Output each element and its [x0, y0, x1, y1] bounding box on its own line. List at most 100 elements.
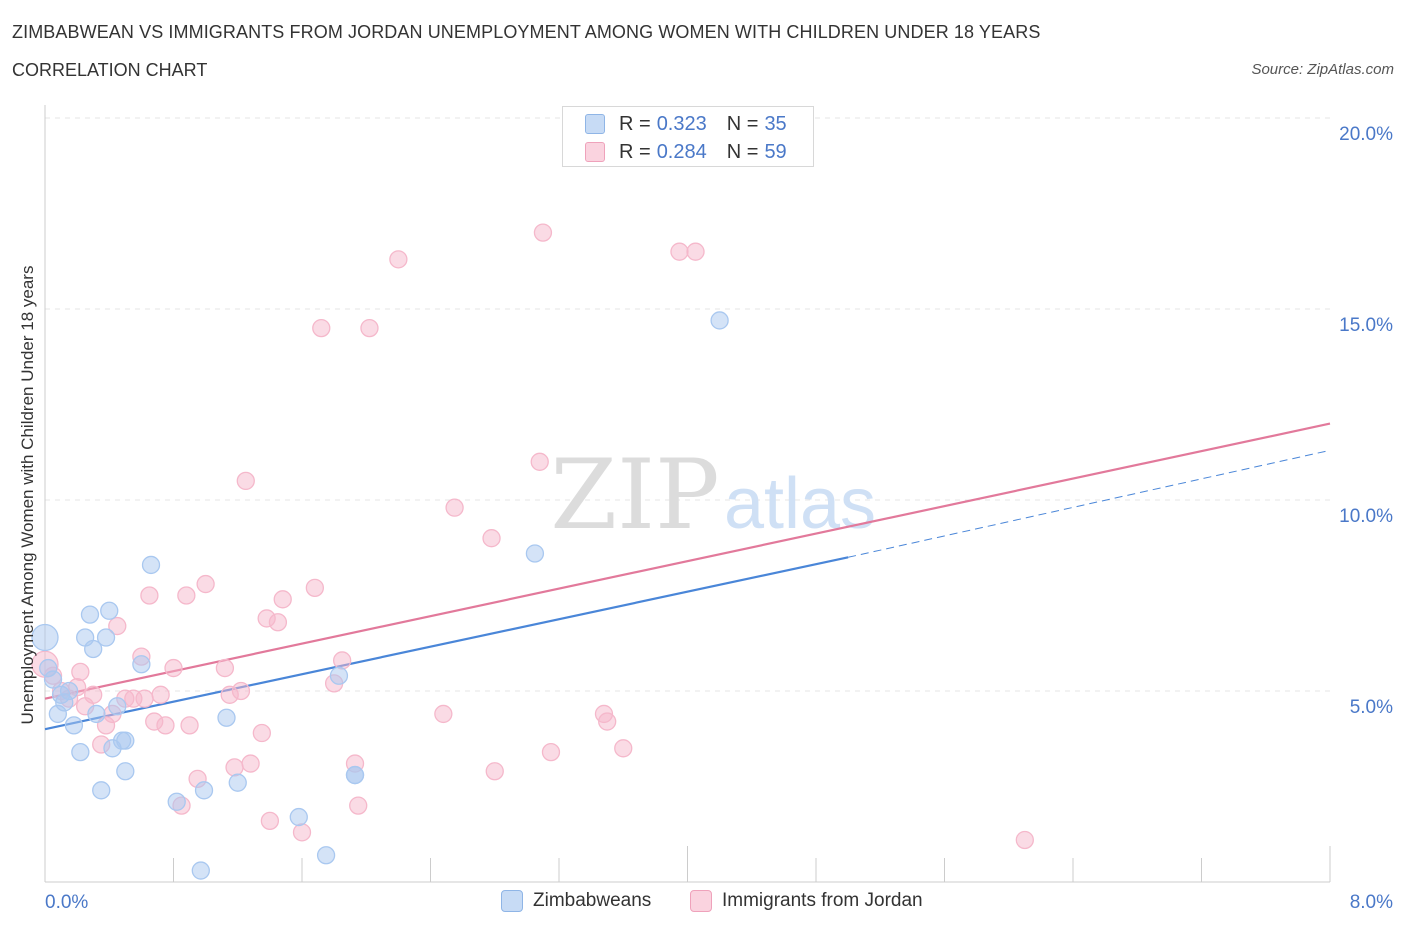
y-tick-label: 5.0%	[1350, 697, 1393, 718]
x-tick-label-min: 0.0%	[45, 892, 88, 913]
data-point	[482, 529, 501, 548]
data-point	[236, 471, 255, 491]
data-point	[84, 639, 103, 659]
data-point	[140, 586, 159, 605]
legend-r-value: 0.323	[656, 112, 707, 135]
axes	[44, 105, 1331, 883]
watermark: ZIP atlas	[550, 439, 876, 551]
y-tick-label: 15.0%	[1339, 315, 1393, 336]
data-point	[64, 716, 84, 735]
data-point	[151, 685, 170, 704]
y-tick-label: 10.0%	[1339, 506, 1393, 527]
data-point	[686, 242, 705, 261]
watermark-zip: ZIP	[550, 439, 719, 551]
data-point	[108, 616, 127, 636]
data-point	[141, 555, 161, 575]
data-point	[180, 716, 199, 735]
data-point	[231, 681, 251, 701]
data-point	[177, 586, 196, 605]
data-point	[360, 318, 379, 338]
legend-row-jordan: R = 0.284 N = 59	[585, 140, 787, 164]
legend-swatch-zimbabweans	[585, 114, 605, 134]
y-axis-label: Unemployment Among Women with Children U…	[18, 265, 37, 725]
data-point	[670, 242, 689, 261]
data-point	[292, 823, 312, 842]
data-point	[241, 754, 260, 773]
data-point	[108, 697, 127, 716]
data-point	[614, 739, 633, 758]
data-point	[541, 742, 561, 762]
data-point	[316, 846, 336, 865]
trend-line	[44, 422, 1331, 700]
data-point	[252, 723, 271, 743]
data-point	[434, 704, 453, 724]
legend-n-label: N =	[726, 112, 759, 135]
data-point	[191, 861, 210, 880]
legend-r-label: R =	[619, 112, 651, 135]
data-point	[48, 704, 67, 724]
data-point	[135, 689, 154, 708]
data-point	[71, 662, 90, 682]
data-point	[167, 792, 186, 811]
data-point	[598, 712, 617, 731]
data-point	[273, 590, 292, 609]
data-point	[329, 666, 349, 685]
data-point	[349, 796, 368, 815]
legend-r-label: R =	[619, 140, 651, 163]
legend-swatch-jordan	[690, 890, 712, 912]
data-point	[268, 613, 288, 632]
data-point	[305, 578, 325, 598]
data-point	[345, 765, 365, 785]
data-point	[116, 762, 135, 781]
legend-n-value: 59	[764, 140, 787, 163]
data-point	[31, 623, 59, 652]
legend-item-zimbabweans[interactable]: Zimbabweans	[501, 890, 651, 912]
data-point	[215, 658, 235, 678]
x-tick-label-max: 8.0%	[1350, 892, 1393, 913]
data-point	[312, 318, 331, 338]
tick-labels: 5.0% 10.0% 15.0% 20.0% 0.0% 8.0%	[45, 124, 1393, 913]
legend-swatch-zimbabweans	[501, 890, 523, 912]
legend-r-value: 0.284	[656, 140, 707, 163]
data-point	[228, 773, 247, 792]
legend-item-jordan[interactable]: Immigrants from Jordan	[690, 890, 923, 912]
data-point	[71, 742, 90, 762]
data-point	[39, 658, 58, 678]
grid-lines	[45, 117, 1330, 692]
data-point	[533, 223, 553, 242]
legend-n-label: N =	[726, 140, 759, 163]
trend-line	[44, 556, 849, 731]
data-point	[710, 311, 729, 330]
data-point	[225, 758, 244, 777]
data-point	[260, 811, 280, 831]
data-point	[196, 574, 215, 594]
data-point	[84, 685, 103, 704]
data-point	[1015, 830, 1034, 850]
data-point	[445, 498, 464, 517]
data-point	[217, 708, 236, 727]
data-points	[31, 223, 1034, 880]
legend-n-value: 35	[764, 112, 787, 135]
legend-swatch-jordan	[585, 142, 605, 162]
data-point	[96, 628, 116, 647]
data-point	[289, 807, 308, 827]
data-point	[92, 781, 111, 800]
trend-lines	[44, 422, 1331, 731]
data-point	[333, 651, 352, 670]
legend-label-jordan: Immigrants from Jordan	[722, 890, 923, 911]
legend-label-zimbabweans: Zimbabweans	[533, 890, 652, 911]
trend-line-extension	[848, 449, 1331, 558]
chart-title: ZIMBABWEAN VS IMMIGRANTS FROM JORDAN UNE…	[12, 22, 1041, 42]
data-point	[132, 655, 151, 674]
data-point	[87, 704, 106, 724]
watermark-atlas: atlas	[724, 464, 876, 544]
data-point	[164, 658, 183, 678]
data-point	[525, 544, 545, 563]
data-point	[116, 731, 135, 750]
series-legend: Zimbabweans Immigrants from Jordan	[0, 890, 1406, 916]
source-label: Source: ZipAtlas.com	[1251, 61, 1394, 78]
chart-subtitle: CORRELATION CHART	[12, 60, 208, 80]
y-tick-label: 20.0%	[1339, 124, 1393, 145]
correlation-legend: R = 0.323 N = 35 R = 0.284 N = 59	[562, 106, 814, 167]
